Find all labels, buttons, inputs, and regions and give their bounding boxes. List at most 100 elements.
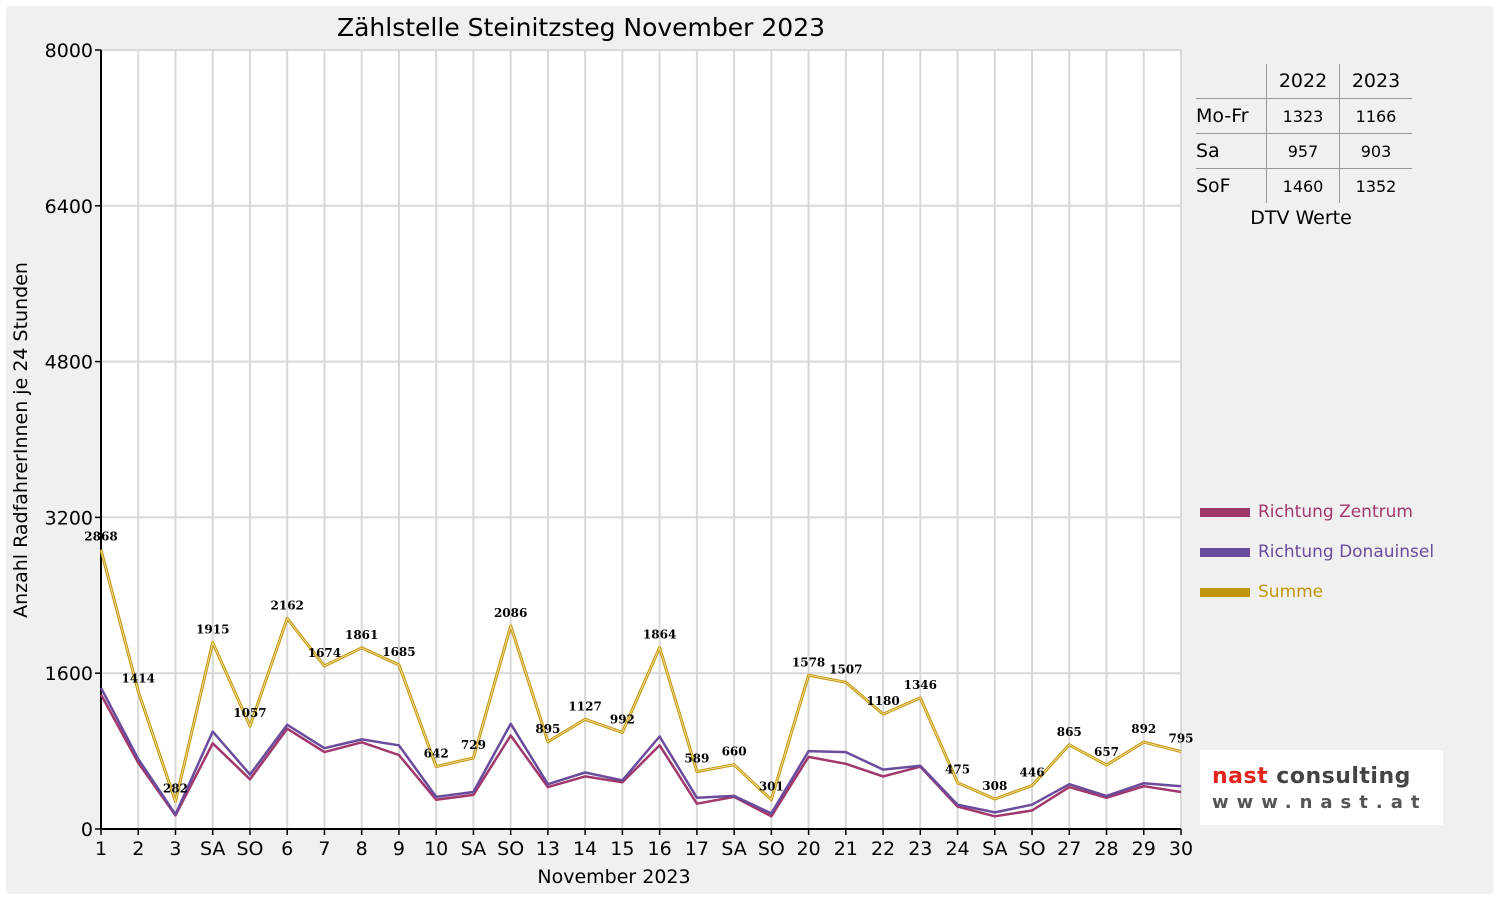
data-label: 282 xyxy=(163,782,188,796)
data-label: 1346 xyxy=(904,678,937,692)
data-label: 1414 xyxy=(122,671,155,685)
data-label: 446 xyxy=(1020,766,1045,780)
x-tick-label: 17 xyxy=(685,838,709,860)
dtv-row-sa: Sa 957 903 xyxy=(1196,133,1412,169)
data-label: 729 xyxy=(461,738,486,752)
legend-item-zentrum: Richtung Zentrum xyxy=(1200,492,1434,532)
legend-item-summe: Summe xyxy=(1200,572,1434,612)
data-label: 2162 xyxy=(271,598,304,612)
data-label: 2868 xyxy=(84,530,117,544)
data-label: 1180 xyxy=(866,694,899,708)
x-tick-label: 24 xyxy=(945,838,969,860)
data-label: 1864 xyxy=(643,627,676,641)
x-tick-label: 20 xyxy=(796,838,820,860)
dtv-year-2022: 2022 xyxy=(1266,64,1340,99)
data-label: 660 xyxy=(722,745,747,759)
legend-label: Richtung Zentrum xyxy=(1258,502,1413,522)
dtv-row-label: Mo-Fr xyxy=(1196,98,1267,134)
dtv-value: 1460 xyxy=(1266,168,1340,203)
legend-swatch xyxy=(1200,587,1250,597)
data-label: 1674 xyxy=(308,646,341,660)
dtv-value: 1323 xyxy=(1266,98,1340,134)
chart-legend: Richtung Zentrum Richtung Donauinsel Sum… xyxy=(1200,492,1434,612)
data-label: 657 xyxy=(1094,745,1119,759)
data-label: 475 xyxy=(945,763,970,777)
dtv-row-label: SoF xyxy=(1196,168,1267,203)
dtv-caption: DTV Werte xyxy=(1250,207,1352,229)
legend-item-donauinsel: Richtung Donauinsel xyxy=(1200,532,1434,572)
series-line-summe-highlight xyxy=(100,549,1182,804)
dtv-year-2023: 2023 xyxy=(1339,64,1412,99)
x-tick-label: 16 xyxy=(648,838,672,860)
data-label: 1578 xyxy=(792,655,825,669)
y-tick-label: 4800 xyxy=(45,352,93,374)
dtv-header-empty xyxy=(1196,64,1267,99)
x-tick-label: 6 xyxy=(281,838,293,860)
x-tick-label: SO xyxy=(1019,838,1046,860)
chart-title: Zählstelle Steinitzsteg November 2023 xyxy=(337,13,825,42)
x-tick-label: 14 xyxy=(573,838,597,860)
series-line-zentrum xyxy=(99,694,1182,818)
dtv-row-mo-fr: Mo-Fr 1323 1166 xyxy=(1196,98,1412,134)
x-tick-label: SA xyxy=(982,838,1007,860)
legend-label: Richtung Donauinsel xyxy=(1258,542,1435,562)
data-label: 301 xyxy=(759,780,784,794)
dtv-row-label: Sa xyxy=(1196,133,1267,169)
dtv-value: 1166 xyxy=(1339,98,1412,134)
dtv-value: 957 xyxy=(1266,133,1340,169)
dtv-row-sof: SoF 1460 1352 xyxy=(1196,168,1412,203)
y-tick-label: 3200 xyxy=(45,507,93,529)
legend-swatch xyxy=(1200,547,1250,557)
x-tick-label: 23 xyxy=(908,838,932,860)
x-tick-label: 2 xyxy=(132,838,144,860)
data-label: 1915 xyxy=(196,623,229,637)
x-tick-label: SA xyxy=(721,838,746,860)
x-tick-label: SO xyxy=(758,838,785,860)
x-tick-label: 29 xyxy=(1132,838,1156,860)
company-logo: nast consulting www.nast.at xyxy=(1200,750,1443,825)
x-tick-label: 3 xyxy=(169,838,181,860)
x-tick-label: SA xyxy=(461,838,486,860)
x-tick-label: 21 xyxy=(834,838,858,860)
x-tick-label: SA xyxy=(200,838,225,860)
logo-wordmark: nast consulting xyxy=(1212,764,1411,789)
x-tick-label: 7 xyxy=(318,838,330,860)
x-tick-label: 1 xyxy=(95,838,107,860)
data-label: 1685 xyxy=(382,645,415,659)
data-label: 1127 xyxy=(568,699,601,713)
plot-area xyxy=(101,50,1181,829)
x-tick-label: 30 xyxy=(1169,838,1193,860)
x-tick-label: 27 xyxy=(1057,838,1081,860)
x-tick-label: 28 xyxy=(1094,838,1118,860)
legend-label: Summe xyxy=(1258,582,1324,602)
data-label: 1507 xyxy=(829,662,862,676)
dtv-table: 2022 2023 Mo-Fr 1323 1166 Sa 957 903 SoF… xyxy=(1196,64,1412,203)
y-tick-label: 1600 xyxy=(45,663,93,685)
x-tick-label: 9 xyxy=(393,838,405,860)
y-tick-label: 0 xyxy=(81,819,93,841)
data-label: 589 xyxy=(684,752,709,766)
y-tick-label: 6400 xyxy=(45,196,93,218)
dtv-value: 1352 xyxy=(1339,168,1412,203)
y-tick-label: 8000 xyxy=(45,40,93,62)
x-tick-label: 13 xyxy=(536,838,560,860)
dtv-value: 903 xyxy=(1339,133,1412,169)
data-label: 865 xyxy=(1057,725,1082,739)
data-label: 2086 xyxy=(494,606,527,620)
x-tick-label: 10 xyxy=(424,838,448,860)
data-label: 1861 xyxy=(345,628,378,642)
data-label: 1057 xyxy=(233,706,266,720)
data-label: 892 xyxy=(1131,722,1156,736)
data-label: 308 xyxy=(982,779,1007,793)
series-line-donauinsel xyxy=(99,687,1182,816)
data-label: 795 xyxy=(1168,732,1193,746)
x-axis-label: November 2023 xyxy=(537,866,690,888)
data-label: 992 xyxy=(610,712,635,726)
dtv-header-row: 2022 2023 xyxy=(1196,64,1412,99)
logo-url: www.nast.at xyxy=(1212,792,1428,813)
data-label: 895 xyxy=(535,722,560,736)
y-axis-label: Anzahl RadfahrerInnen je 24 Stunden xyxy=(10,262,32,618)
data-label: 642 xyxy=(424,746,449,760)
x-tick-label: SO xyxy=(497,838,524,860)
